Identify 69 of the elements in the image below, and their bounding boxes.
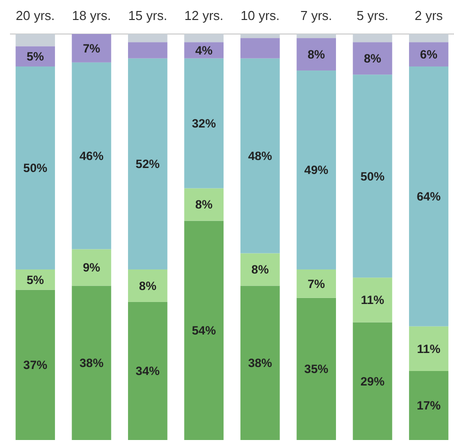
- data-label: 11%: [417, 342, 441, 356]
- bar: [296, 298, 336, 440]
- data-label: 38%: [248, 356, 272, 370]
- data-label: 5%: [26, 50, 44, 64]
- bar: [72, 34, 112, 62]
- data-label: 46%: [79, 149, 104, 163]
- data-label: 6%: [420, 48, 438, 62]
- data-label: 11%: [360, 293, 385, 308]
- data-label: 17%: [416, 398, 442, 413]
- data-label: 37%: [23, 358, 48, 372]
- bar: [128, 269, 168, 302]
- bar: [296, 70, 336, 270]
- bar: [16, 269, 55, 290]
- bar: [16, 290, 55, 440]
- data-label: 7%: [308, 276, 326, 291]
- data-label: 48%: [248, 149, 272, 163]
- data-label: 50%: [360, 169, 385, 184]
- bar: [72, 249, 112, 286]
- bar: [72, 286, 112, 440]
- x-tick-label: 7 yrs.: [300, 8, 332, 23]
- data-label: 5%: [26, 272, 44, 287]
- data-label: 49%: [304, 163, 329, 178]
- data-label: 35%: [304, 362, 329, 376]
- data-label: 8%: [139, 278, 157, 293]
- bar: [352, 74, 392, 278]
- data-label: 7%: [82, 41, 100, 56]
- data-label: 38%: [79, 356, 104, 370]
- data-label: 50%: [23, 161, 48, 176]
- bar: [184, 188, 224, 221]
- bar: [296, 269, 336, 298]
- bar: [16, 46, 55, 66]
- x-tick-label: 18 yrs.: [72, 8, 111, 23]
- bar: [128, 58, 168, 270]
- data-label: 64%: [416, 190, 442, 204]
- x-tick-label: 10 yrs.: [240, 8, 280, 23]
- bar: [240, 58, 280, 254]
- data-label: 29%: [360, 374, 385, 388]
- data-label: 4%: [195, 43, 213, 58]
- x-tick-label: 5 yrs.: [356, 8, 388, 23]
- bar: [409, 42, 448, 66]
- x-tick-label: 15 yrs.: [128, 8, 168, 23]
- data-label: 52%: [136, 157, 160, 172]
- bar: [128, 302, 168, 440]
- bar: [240, 253, 280, 286]
- bar: [128, 42, 168, 58]
- bar: [72, 62, 112, 250]
- data-label: 32%: [192, 116, 216, 131]
- bar: [240, 38, 280, 58]
- bar: [352, 322, 392, 440]
- x-tick-label: 2 yrs: [414, 8, 444, 23]
- bar: [184, 220, 224, 440]
- bar: [352, 42, 392, 75]
- bar: [296, 38, 336, 71]
- x-tick-label: 20 yrs.: [16, 8, 55, 23]
- bar: [16, 66, 55, 270]
- data-label: 8%: [195, 198, 213, 212]
- x-tick-label: 12 yrs.: [184, 8, 224, 23]
- bar: [184, 58, 224, 188]
- data-label: 8%: [364, 52, 382, 66]
- data-label: 9%: [82, 260, 100, 275]
- bar: [409, 66, 448, 326]
- bar: [352, 278, 392, 322]
- data-label: 8%: [251, 262, 270, 277]
- data-label: 8%: [308, 48, 326, 62]
- bar: [409, 370, 448, 440]
- data-label: 34%: [136, 364, 160, 378]
- bar: [409, 326, 448, 371]
- data-label: 54%: [192, 324, 216, 338]
- bar: [240, 286, 280, 440]
